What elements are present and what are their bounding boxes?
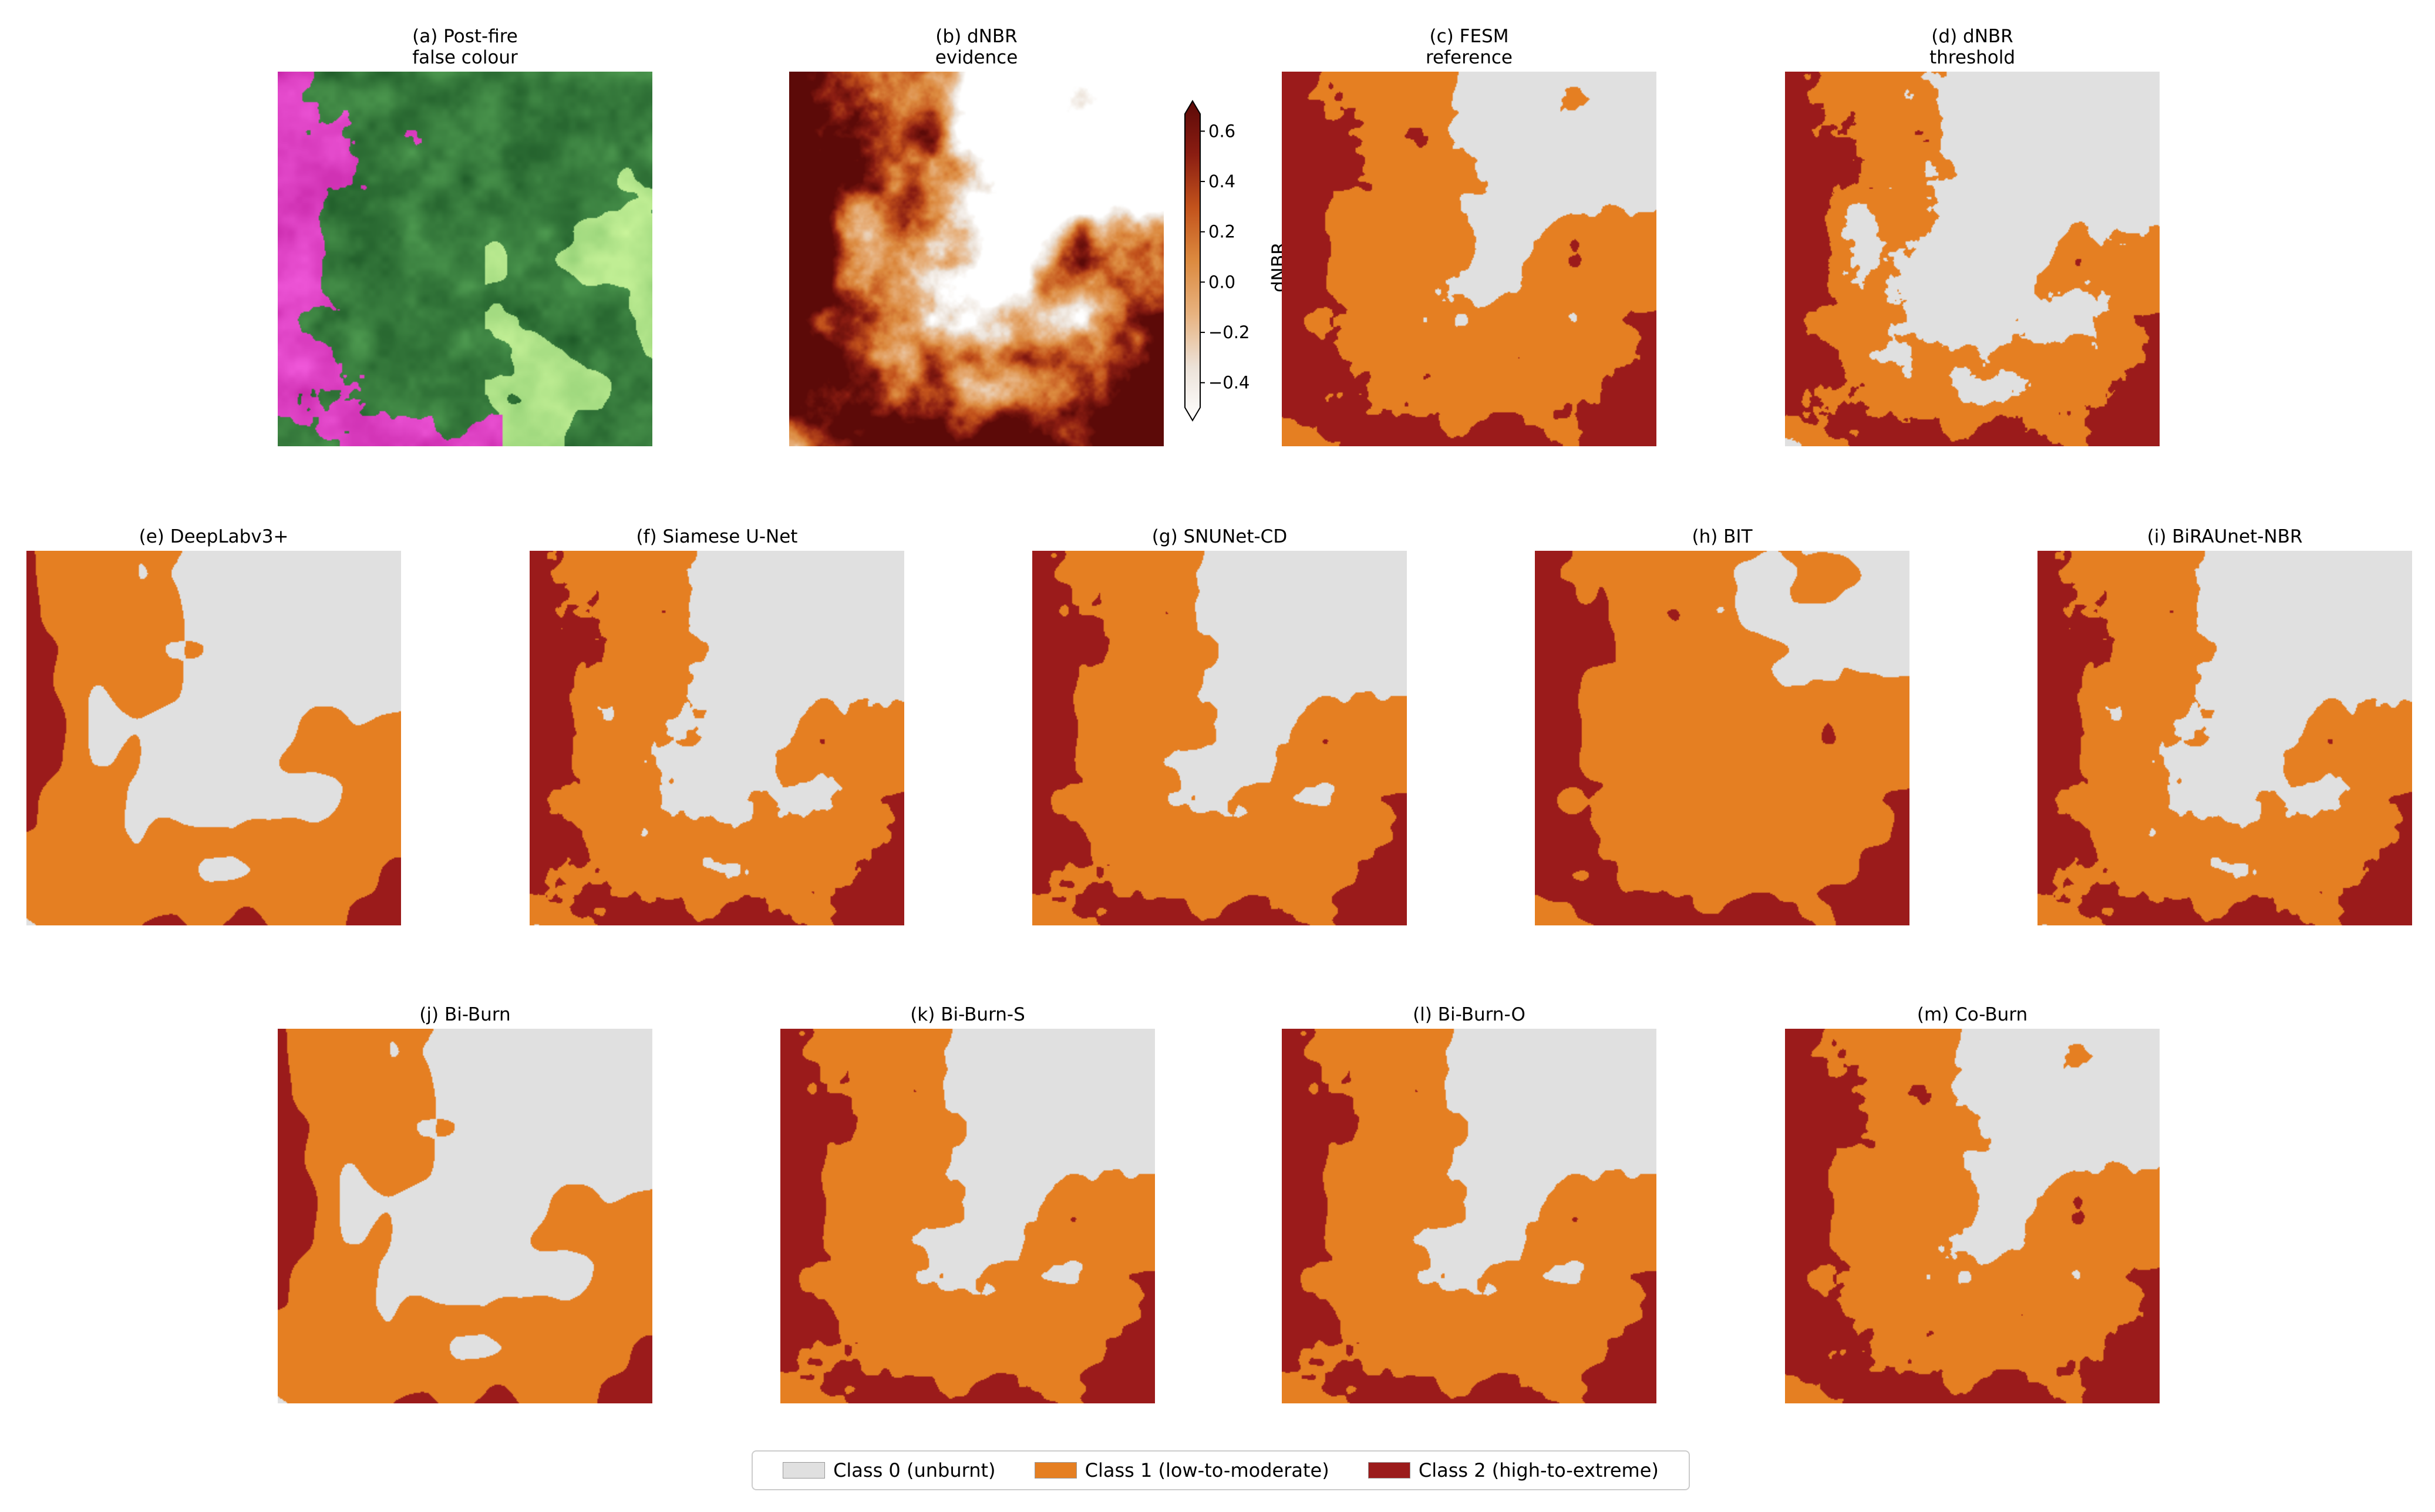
panel-g: (g) SNUNet-CD [1032, 526, 1407, 925]
panel-title: (i) BiRAUnet-NBR [2147, 526, 2303, 547]
panel-k: (k) Bi-Burn-S [780, 1004, 1155, 1403]
class-map [1282, 72, 1656, 446]
panel-i: (i) BiRAUnet-NBR [2037, 526, 2412, 925]
dnbr-map [789, 72, 1164, 446]
colorbar-tick-label: 0.0 [1208, 272, 1235, 292]
panel-d: (d) dNBR threshold [1785, 26, 2160, 446]
panel-title: (l) Bi-Burn-O [1413, 1004, 1525, 1025]
class-legend: Class 0 (unburnt) Class 1 (low-to-modera… [752, 1450, 1690, 1490]
class-map [278, 1029, 652, 1403]
legend-item-class-1: Class 1 (low-to-moderate) [1034, 1459, 1329, 1481]
colorbar-tick-label: 0.2 [1208, 222, 1235, 242]
dnbr-colorbar: 0.6 0.4 0.2 0.0 −0.2 −0.4 dNBR [1180, 99, 1289, 423]
panel-title: (e) DeepLabv3+ [139, 526, 289, 547]
panel-title: (a) Post-fire false colour [412, 26, 518, 68]
colorbar-tick-label: 0.4 [1208, 171, 1235, 191]
panel-j: (j) Bi-Burn [278, 1004, 652, 1403]
panel-m: (m) Co-Burn [1785, 1004, 2160, 1403]
legend-label: Class 0 (unburnt) [833, 1459, 996, 1481]
panel-title: (k) Bi-Burn-S [910, 1004, 1025, 1025]
panel-title: (d) dNBR threshold [1929, 26, 2015, 68]
panel-c: (c) FESM reference [1282, 26, 1656, 446]
panel-f: (f) Siamese U-Net [530, 526, 904, 925]
panel-e: (e) DeepLabv3+ [26, 526, 401, 925]
panel-title: (b) dNBR evidence [935, 26, 1018, 68]
panel-title: (j) Bi-Burn [419, 1004, 511, 1025]
legend-item-class-2: Class 2 (high-to-extreme) [1368, 1459, 1659, 1481]
panel-title: (h) BIT [1692, 526, 1753, 547]
panel-title: (m) Co-Burn [1917, 1004, 2028, 1025]
class-map [530, 551, 904, 925]
class-map [26, 551, 401, 925]
class-map [1785, 72, 2160, 446]
class-map [1032, 551, 1407, 925]
panel-title: (c) FESM reference [1425, 26, 1513, 68]
panel-a: (a) Post-fire false colour [278, 26, 652, 446]
panel-h: (h) BIT [1535, 526, 1909, 925]
false-colour-image [278, 72, 652, 446]
class-map [1282, 1029, 1656, 1403]
colorbar-tick-label: −0.2 [1208, 322, 1250, 342]
legend-label: Class 1 (low-to-moderate) [1085, 1459, 1329, 1481]
legend-item-class-0: Class 0 (unburnt) [783, 1459, 996, 1481]
panel-title: (f) Siamese U-Net [636, 526, 798, 547]
class-map [780, 1029, 1155, 1403]
legend-swatch [783, 1462, 826, 1479]
colorbar-bar [1184, 100, 1201, 422]
legend-label: Class 2 (high-to-extreme) [1418, 1459, 1659, 1481]
panel-l: (l) Bi-Burn-O [1282, 1004, 1656, 1403]
class-map [1535, 551, 1909, 925]
class-map [2037, 551, 2412, 925]
legend-swatch [1034, 1462, 1077, 1479]
colorbar-tick-label: −0.4 [1208, 373, 1250, 393]
panel-title: (g) SNUNet-CD [1151, 526, 1288, 547]
colorbar-graphic: 0.6 0.4 0.2 0.0 −0.2 −0.4 [1184, 100, 1250, 422]
colorbar-tick-label: 0.6 [1208, 121, 1235, 141]
class-map [1785, 1029, 2160, 1403]
panel-b: (b) dNBR evidence [789, 26, 1164, 446]
legend-swatch [1368, 1462, 1410, 1479]
